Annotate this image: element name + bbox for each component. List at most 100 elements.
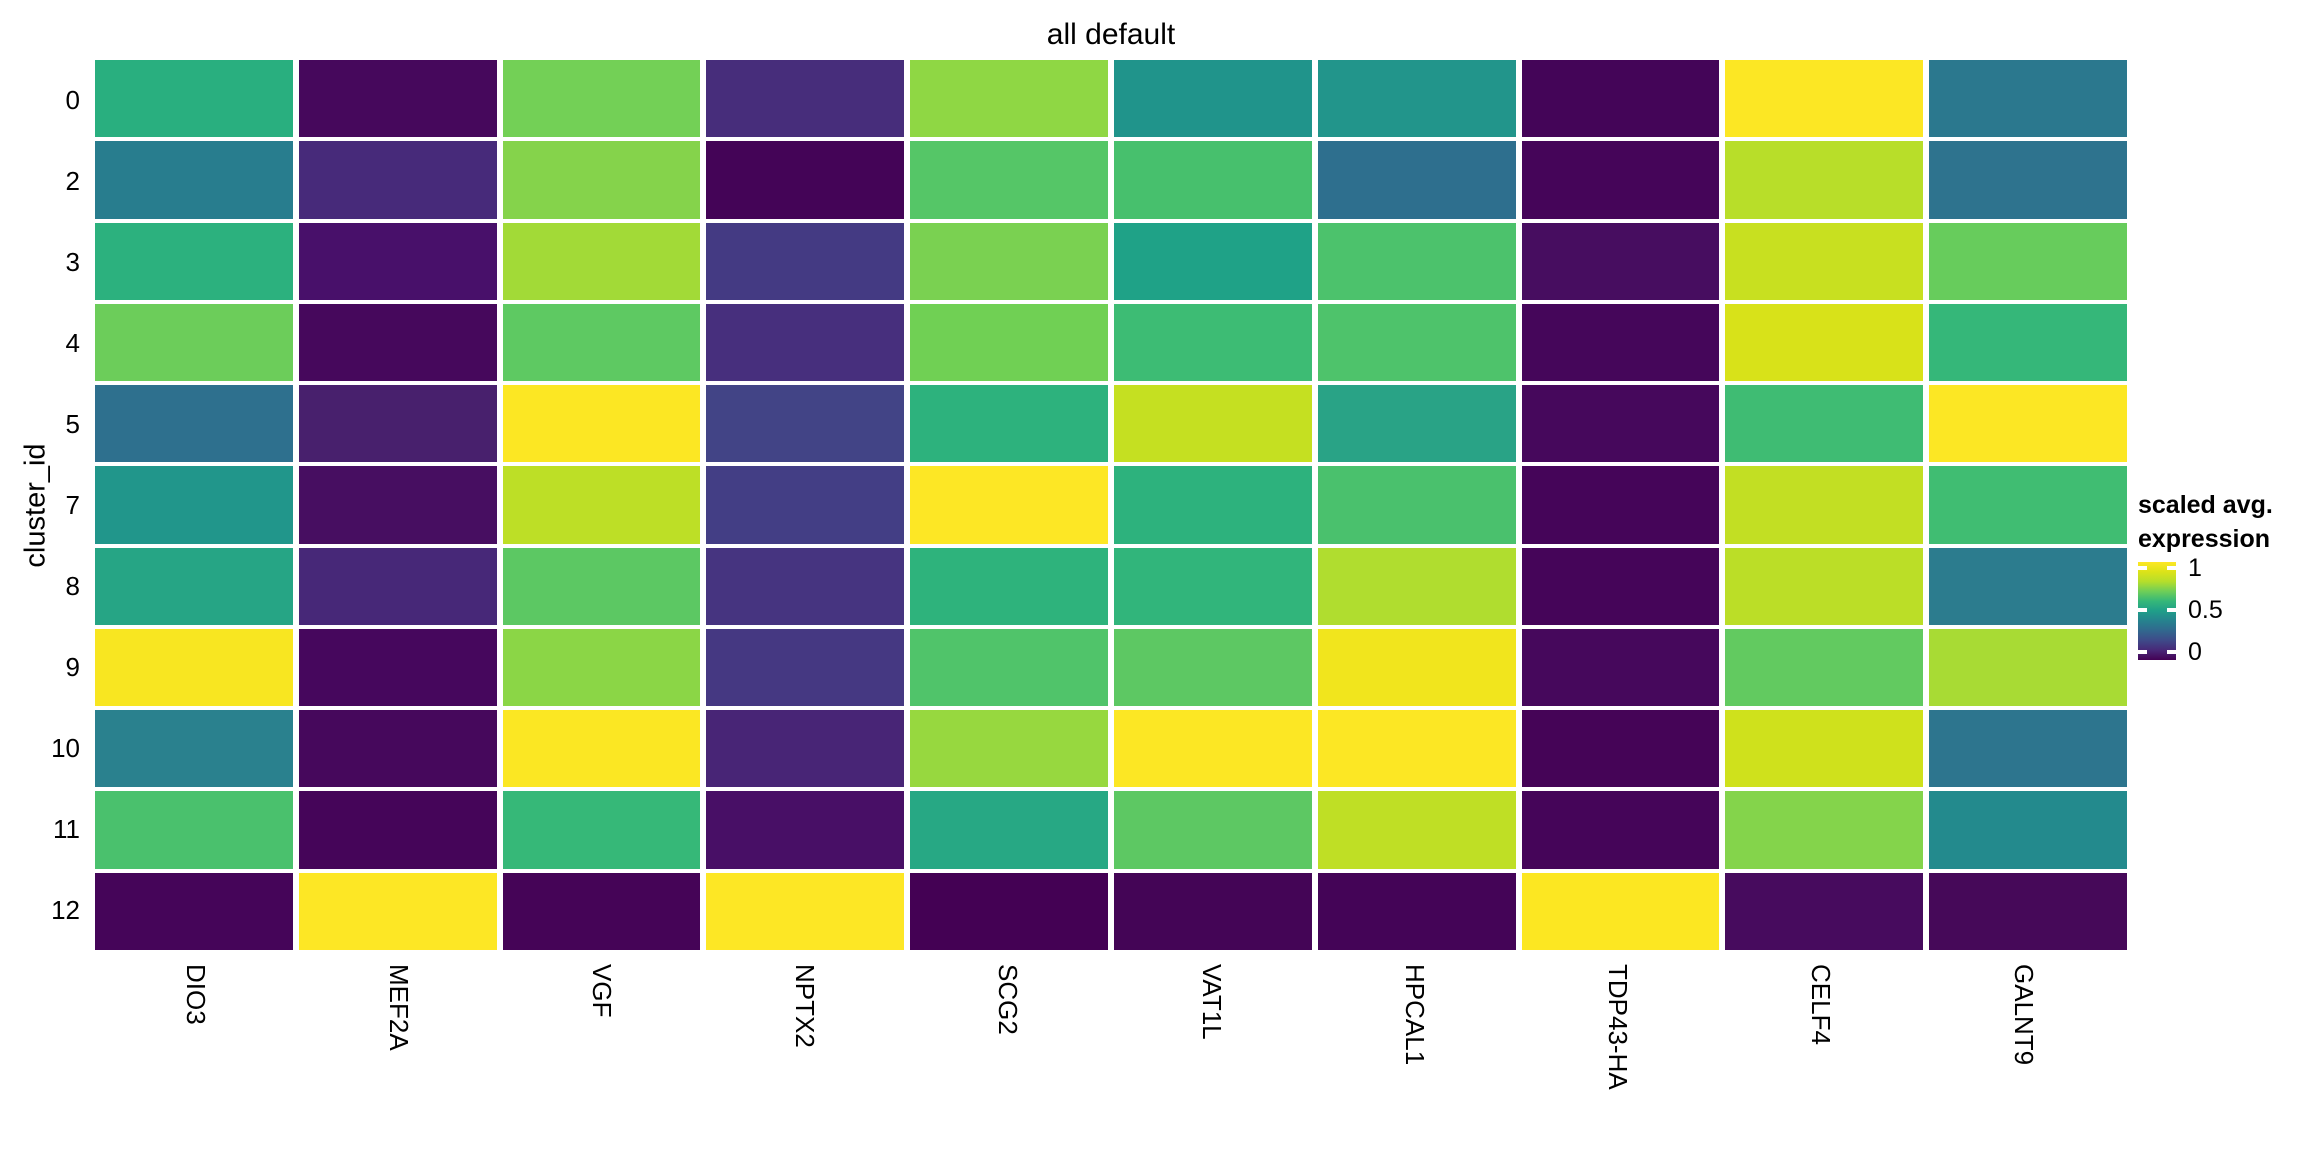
heatmap-cell (95, 628, 293, 707)
y-tick-label: 5 (65, 409, 80, 440)
heatmap-cell (910, 547, 1108, 625)
heatmap-cell (1929, 303, 2127, 382)
heatmap-cell (1929, 60, 2127, 138)
colorbar: 1 0.5 0 (2138, 556, 2223, 665)
y-tick-label: 11 (53, 813, 80, 844)
heatmap-cell (910, 628, 1108, 707)
heatmap-cell (298, 222, 497, 300)
heatmap-cell (1929, 547, 2127, 625)
heatmap-cell (1521, 791, 1720, 869)
y-tick-label: 8 (65, 570, 80, 601)
heatmap-cell (1521, 628, 1720, 707)
heatmap-cell (298, 628, 497, 707)
heatmap-cell (1725, 466, 1924, 544)
heatmap-cell (1725, 710, 1924, 788)
heatmap-cell (1725, 872, 1924, 950)
heatmap-cell (910, 791, 1108, 869)
heatmap-cell (910, 466, 1108, 544)
heatmap-cell (1521, 547, 1720, 625)
y-tick-label: 2 (65, 166, 80, 197)
heatmap-cell (706, 385, 905, 463)
x-tick-label: VAT1L (1196, 964, 1227, 1040)
heatmap-cell (910, 222, 1108, 300)
heatmap-cell (1725, 547, 1924, 625)
x-tick-label: MEF2A (383, 964, 414, 1051)
heatmap-cell (1725, 60, 1924, 138)
heatmap-cell (298, 60, 497, 138)
heatmap-cell (1929, 385, 2127, 463)
heatmap-cell (1317, 141, 1516, 219)
heatmap-cell (95, 547, 293, 625)
colorbar-tick (2167, 608, 2176, 612)
heatmap-cell (1725, 141, 1924, 219)
heatmap-cell (1725, 628, 1924, 707)
heatmap-cell (910, 60, 1108, 138)
heatmap-cell (1317, 710, 1516, 788)
colorbar-tick (2138, 650, 2147, 654)
y-tick-label: 7 (65, 490, 80, 520)
x-tick-label: HPCAL1 (1399, 964, 1430, 1066)
heatmap-cell (1317, 222, 1516, 300)
heatmap-cell (910, 385, 1108, 463)
heatmap-cell (1114, 222, 1312, 300)
x-tick-label: CELF4 (1806, 964, 1837, 1045)
colorbar-legend: scaled avg. expression 1 0.5 0 (2138, 488, 2304, 665)
heatmap-cell (95, 60, 293, 138)
x-tick-label: VGF (587, 964, 617, 1018)
heatmap-cell (95, 303, 293, 382)
heatmap-cell (1521, 385, 1720, 463)
heatmap-cell (706, 303, 905, 382)
heatmap-cell (910, 303, 1108, 382)
x-tick-label: GALNT9 (2009, 964, 2040, 1066)
heatmap-cell (1521, 60, 1720, 138)
heatmap-cell (1114, 60, 1312, 138)
legend-title-line2: expression (2138, 525, 2271, 553)
heatmap-cell (298, 303, 497, 382)
heatmap-cell (1317, 466, 1516, 544)
heatmap-cell (502, 791, 701, 869)
heatmap-cell (706, 60, 905, 138)
heatmap-cell (1317, 791, 1516, 869)
heatmap-cell (706, 141, 905, 219)
heatmap-cell (706, 791, 905, 869)
heatmap-cell (1929, 466, 2127, 544)
heatmap-cell (1521, 303, 1720, 382)
heatmap-cell (1929, 710, 2127, 788)
colorbar-tick-label: 0.5 (2188, 596, 2223, 624)
heatmap-cell (298, 791, 497, 869)
heatmap-grid (95, 60, 2127, 950)
x-tick-label: DIO3 (180, 964, 211, 1025)
heatmap-cell (1929, 791, 2127, 869)
heatmap-cell (1114, 791, 1312, 869)
heatmap-cell (1725, 222, 1924, 300)
heatmap-cell (1521, 141, 1720, 219)
heatmap-cell (1317, 385, 1516, 463)
heatmap-cell (1317, 303, 1516, 382)
heatmap-cell (502, 547, 701, 625)
heatmap-cell (1929, 222, 2127, 300)
heatmap-cell (1725, 385, 1924, 463)
colorbar-tick (2138, 566, 2147, 570)
heatmap-cell (502, 60, 701, 138)
heatmap-cell (95, 791, 293, 869)
chart-title: all default (1046, 18, 1176, 51)
heatmap-cell (298, 141, 497, 219)
heatmap-cell (95, 710, 293, 788)
heatmap-cell (706, 547, 905, 625)
heatmap-cell (1317, 60, 1516, 138)
heatmap-cell (1114, 710, 1312, 788)
heatmap-cell (502, 872, 701, 950)
heatmap-cell (95, 466, 293, 544)
heatmap-cell (1114, 303, 1312, 382)
heatmap-cell (706, 222, 905, 300)
heatmap-cell (1521, 710, 1720, 788)
heatmap-cell (706, 710, 905, 788)
heatmap-cell (910, 872, 1108, 950)
heatmap-cell (502, 385, 701, 463)
x-tick-label: SCG2 (993, 964, 1024, 1035)
colorbar-tick-label: 1 (2188, 554, 2202, 582)
heatmap-cell (502, 222, 701, 300)
heatmap-cell (502, 710, 701, 788)
y-tick-label: 4 (65, 328, 80, 359)
